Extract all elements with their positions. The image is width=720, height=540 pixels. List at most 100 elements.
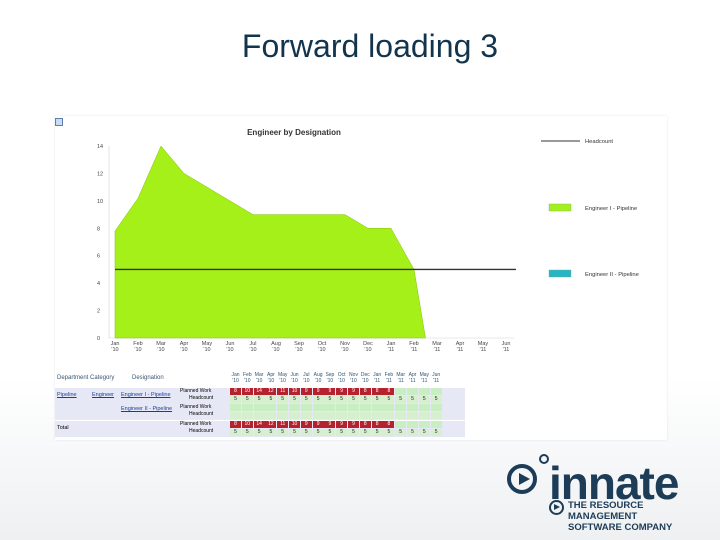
headcount-cell: [430, 412, 442, 419]
planned-work-cell: [395, 388, 407, 395]
headcount-cell: 5: [300, 396, 312, 403]
headcount-cell: [348, 412, 359, 419]
planned-work-cell: [230, 404, 241, 411]
logo-tag-icon: [549, 500, 564, 515]
planned-work-cell: [241, 404, 253, 411]
month-column-header: May '10: [277, 372, 288, 384]
headcount-cell: 5: [395, 396, 407, 403]
row-category[interactable]: Engineer: [92, 392, 115, 398]
planned-work-cell: [336, 404, 348, 411]
x-tick-year-label: '10: [249, 347, 256, 353]
planned-work-cell: 12: [265, 388, 277, 395]
planned-work-cell: [430, 404, 442, 411]
logo-tagline-line2: SOFTWARE COMPANY: [568, 522, 673, 533]
planned-work-cell: 9: [300, 388, 312, 395]
planned-work-cell: 8: [371, 421, 383, 428]
row-designation[interactable]: Engineer I - Pipeline: [121, 392, 171, 398]
row-designation[interactable]: Engineer II - Pipeline: [121, 406, 173, 412]
headcount-cell: 5: [430, 429, 442, 436]
legend-swatch: [548, 269, 572, 278]
planned-work-cell: 9: [336, 421, 348, 428]
month-label: Mar: [396, 372, 405, 378]
month-label: Dec: [360, 372, 370, 378]
month-column-header: Sep '10: [324, 372, 335, 384]
x-tick-year-label: '11: [411, 347, 418, 353]
slide-title: Forward loading 3: [241, 28, 499, 64]
x-tick-label: Dec: [363, 341, 373, 347]
month-label: Apr: [408, 372, 417, 378]
headcount-cell: [395, 412, 407, 419]
headcount-cell: 5: [324, 429, 336, 436]
row-department[interactable]: Pipeline: [57, 392, 77, 398]
headcount-cell: 5: [241, 396, 253, 403]
headcount-cell: 5: [289, 396, 300, 403]
month-label: Sep: [325, 372, 335, 378]
planned-work-cell: 9: [312, 421, 324, 428]
month-column-header: Aug '10: [313, 372, 324, 384]
headcount-cell: [324, 412, 336, 419]
year-label: '10: [362, 378, 369, 384]
report-menu-icon[interactable]: [55, 118, 63, 126]
year-label: '10: [255, 378, 263, 384]
row-headcount-label: Headcount: [189, 428, 214, 434]
x-tick-year-label: '11: [388, 347, 395, 353]
headcount-cell: 5: [253, 429, 265, 436]
x-tick-year-label: '11: [434, 347, 441, 353]
x-tick-year-label: '10: [364, 347, 371, 353]
x-tick-year-label: '10: [203, 347, 210, 353]
year-label: '10: [279, 378, 286, 384]
x-tick-year-label: '10: [341, 347, 348, 353]
legend-label: Engineer II - Pipeline: [585, 272, 639, 278]
x-tick-label: Jun: [502, 341, 511, 347]
headcount-cell: [277, 412, 289, 419]
month-column-header: Jan '10: [230, 372, 241, 384]
planned-work-cell: [359, 404, 371, 411]
planned-work-cell: 10: [241, 421, 253, 428]
x-tick-label: Jan: [387, 341, 396, 347]
headcount-cell: [289, 412, 300, 419]
table-header-department-category: Department Category: [57, 375, 115, 381]
year-label: '10: [244, 378, 251, 384]
x-tick-label: Mar: [432, 341, 442, 347]
logo-tagline-line1: THE RESOURCE MANAGEMENT: [568, 500, 644, 522]
month-column-header: Feb '11: [383, 372, 394, 384]
x-tick-label: Mar: [156, 341, 166, 347]
planned-work-cell: 8: [383, 421, 395, 428]
planned-work-cell: [289, 404, 300, 411]
logo-dot-icon: [539, 454, 549, 464]
month-label: May: [277, 372, 288, 378]
planned-work-cell: [418, 388, 430, 395]
planned-work-cell: [265, 404, 277, 411]
x-tick-label: May: [478, 341, 489, 347]
planned-work-cell: 8: [230, 421, 241, 428]
legend-item: Engineer I - Pipeline: [548, 203, 637, 212]
headcount-cell: 5: [383, 396, 395, 403]
y-tick-label: 6: [97, 254, 100, 260]
month-label: Jan: [373, 372, 382, 378]
month-column-header: May '11: [419, 372, 430, 384]
x-tick-label: Apr: [180, 341, 189, 347]
headcount-cell: [359, 412, 371, 419]
planned-work-cell: 10: [289, 388, 300, 395]
planned-work-cell: [383, 404, 395, 411]
x-tick-year-label: '10: [134, 347, 141, 353]
headcount-cell: 5: [359, 396, 371, 403]
y-tick-label: 0: [97, 336, 100, 342]
x-tick-year-label: '10: [180, 347, 187, 353]
y-tick-label: 10: [97, 199, 103, 205]
planned-work-cell: 9: [336, 388, 348, 395]
legend-label: Headcount: [585, 139, 613, 145]
logo-wordmark: innate: [549, 457, 679, 509]
planned-work-cell: 9: [324, 388, 336, 395]
month-label: May: [419, 372, 430, 378]
headcount-cell: 5: [277, 429, 289, 436]
legend-label: Engineer I - Pipeline: [585, 206, 637, 212]
row-planned-work-label: Planned Work: [180, 421, 212, 427]
x-tick-label: Feb: [409, 341, 418, 347]
headcount-cell: 5: [300, 429, 312, 436]
month-column-header: Mar '11: [395, 372, 406, 384]
headcount-cell: 5: [230, 429, 241, 436]
planned-work-cell: 8: [359, 388, 371, 395]
x-tick-label: Jul: [249, 341, 256, 347]
